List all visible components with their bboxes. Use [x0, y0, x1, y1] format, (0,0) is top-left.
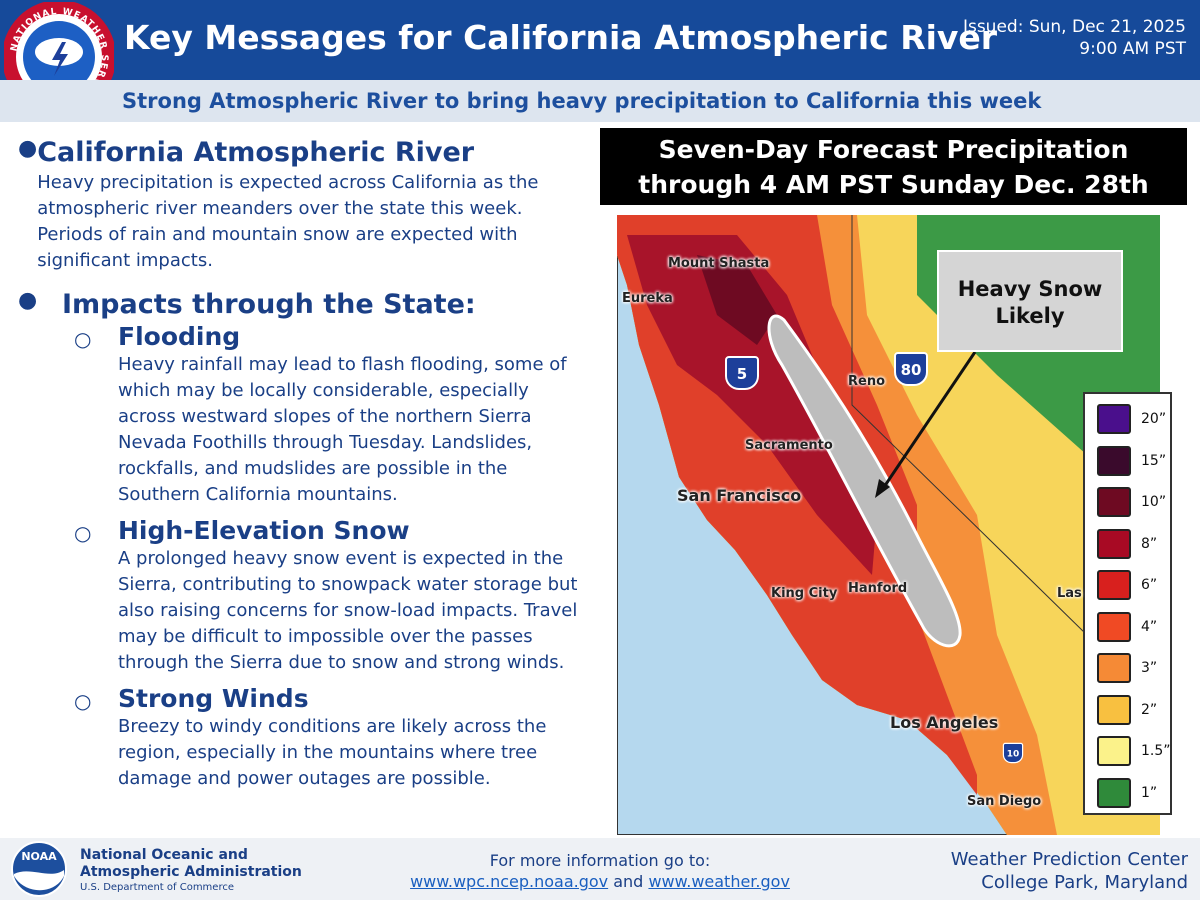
map-title: Seven-Day Forecast Precipitation through… [600, 128, 1187, 205]
message-heading: Impacts through the State: [62, 289, 476, 320]
legend-swatch [1097, 694, 1131, 725]
city-label: Eureka [622, 291, 673, 306]
legend-label: 2” [1141, 701, 1158, 718]
map-title-line: through 4 AM PST Sunday Dec. 28th [638, 170, 1149, 199]
legend: 20” 15” 10” 8” 6” 4” 3” 2” 1.5” 1” [1083, 392, 1172, 815]
header-band [0, 0, 1200, 80]
legend-swatch [1097, 777, 1131, 808]
highway-shield: 5 [725, 356, 759, 390]
city-label: Reno [848, 374, 886, 389]
impact-heading: Flooding [118, 322, 241, 351]
highway-shield: 10 [1002, 742, 1024, 764]
legend-swatch [1097, 528, 1131, 559]
key-messages: ● California Atmospheric River Heavy pre… [18, 136, 588, 792]
legend-item: 15” [1097, 445, 1167, 476]
legend-item: 1.5” [1097, 736, 1171, 766]
callout: Heavy Snow Likely [937, 250, 1123, 352]
legend-item: 1” [1097, 777, 1158, 808]
title: Key Messages for California Atmospheric … [124, 18, 998, 57]
legend-swatch [1097, 445, 1131, 476]
legend-item: 4” [1097, 611, 1158, 642]
legend-label: 1.5” [1141, 743, 1171, 759]
impact-text: Heavy rainfall may lead to flash floodin… [118, 354, 567, 505]
city-label: Hanford [848, 581, 908, 596]
issued-date: Issued: Sun, Dec 21, 2025 [962, 17, 1186, 37]
legend-label: 4” [1141, 618, 1158, 635]
subtitle-band [0, 80, 1200, 122]
legend-item: 8” [1097, 528, 1158, 559]
city-label: Mount Shasta [668, 256, 770, 271]
city-label: San Diego [967, 794, 1042, 809]
agency-line: National Oceanic and [80, 847, 248, 863]
legend-swatch [1097, 653, 1131, 683]
legend-item: 6” [1097, 570, 1157, 600]
legend-item: 20” [1097, 404, 1166, 434]
info-text: For more information go to: [489, 851, 711, 870]
impact-heading: High-Elevation Snow [118, 516, 410, 545]
legend-swatch [1097, 736, 1131, 766]
center-line: College Park, Maryland [981, 872, 1188, 893]
legend-item: 3” [1097, 653, 1157, 683]
legend-swatch [1097, 611, 1131, 642]
map-title-line: Seven-Day Forecast Precipitation [658, 135, 1129, 164]
subtitle: Strong Atmospheric River to bring heavy … [122, 89, 1042, 113]
noaa-logo: NOAA [11, 841, 67, 897]
legend-label: 10” [1141, 494, 1167, 510]
legend-label: 1” [1141, 784, 1158, 801]
legend-label: 15” [1141, 452, 1167, 469]
issued: Issued: Sun, Dec 21, 2025 9:00 AM PST [963, 16, 1186, 60]
city-label: San Francisco [677, 486, 802, 505]
message: ● Impacts through the State: [18, 288, 476, 320]
city-label: King City [771, 586, 838, 601]
agency: National Oceanic and Atmospheric Adminis… [80, 847, 302, 881]
message: ● California Atmospheric River Heavy pre… [18, 136, 588, 274]
agency-line: Atmospheric Administration [80, 864, 302, 880]
link[interactable]: www.weather.gov [648, 872, 790, 891]
center: Weather Prediction Center College Park, … [951, 848, 1188, 894]
city-label: Los Angeles [890, 713, 999, 732]
info: For more information go to: www.wpc.ncep… [360, 850, 840, 892]
footer-band [0, 838, 1200, 900]
city-label: Las [1057, 586, 1082, 601]
impact: ○ High-Elevation Snow A prolonged heavy … [74, 516, 588, 676]
legend-item: 2” [1097, 694, 1158, 725]
legend-label: 3” [1141, 660, 1158, 676]
legend-swatch [1097, 570, 1131, 600]
legend-item: 10” [1097, 487, 1166, 517]
center-line: Weather Prediction Center [950, 849, 1188, 870]
issued-time: 9:00 AM PST [1079, 39, 1186, 59]
legend-label: 6” [1141, 577, 1158, 593]
impact: ○ Flooding Heavy rainfall may lead to fl… [74, 322, 588, 508]
message-text: Heavy precipitation is expected across C… [37, 172, 539, 271]
city-label: Sacramento [745, 438, 833, 453]
impact-text: A prolonged heavy snow event is expected… [118, 548, 578, 673]
and: and [613, 872, 644, 891]
link[interactable]: www.wpc.ncep.noaa.gov [410, 872, 609, 891]
legend-label: 8” [1141, 535, 1158, 552]
legend-label: 20” [1141, 411, 1167, 427]
impact-heading: Strong Winds [118, 684, 309, 713]
highway-shield: 80 [894, 352, 928, 386]
message-heading: California Atmospheric River [37, 137, 475, 168]
impact: ○ Strong Winds Breezy to windy condition… [74, 684, 588, 792]
legend-swatch [1097, 404, 1131, 434]
impact-text: Breezy to windy conditions are likely ac… [118, 716, 547, 789]
department: U.S. Department of Commerce [80, 882, 234, 893]
noaa-text: NOAA [21, 850, 57, 863]
legend-swatch [1097, 487, 1131, 517]
